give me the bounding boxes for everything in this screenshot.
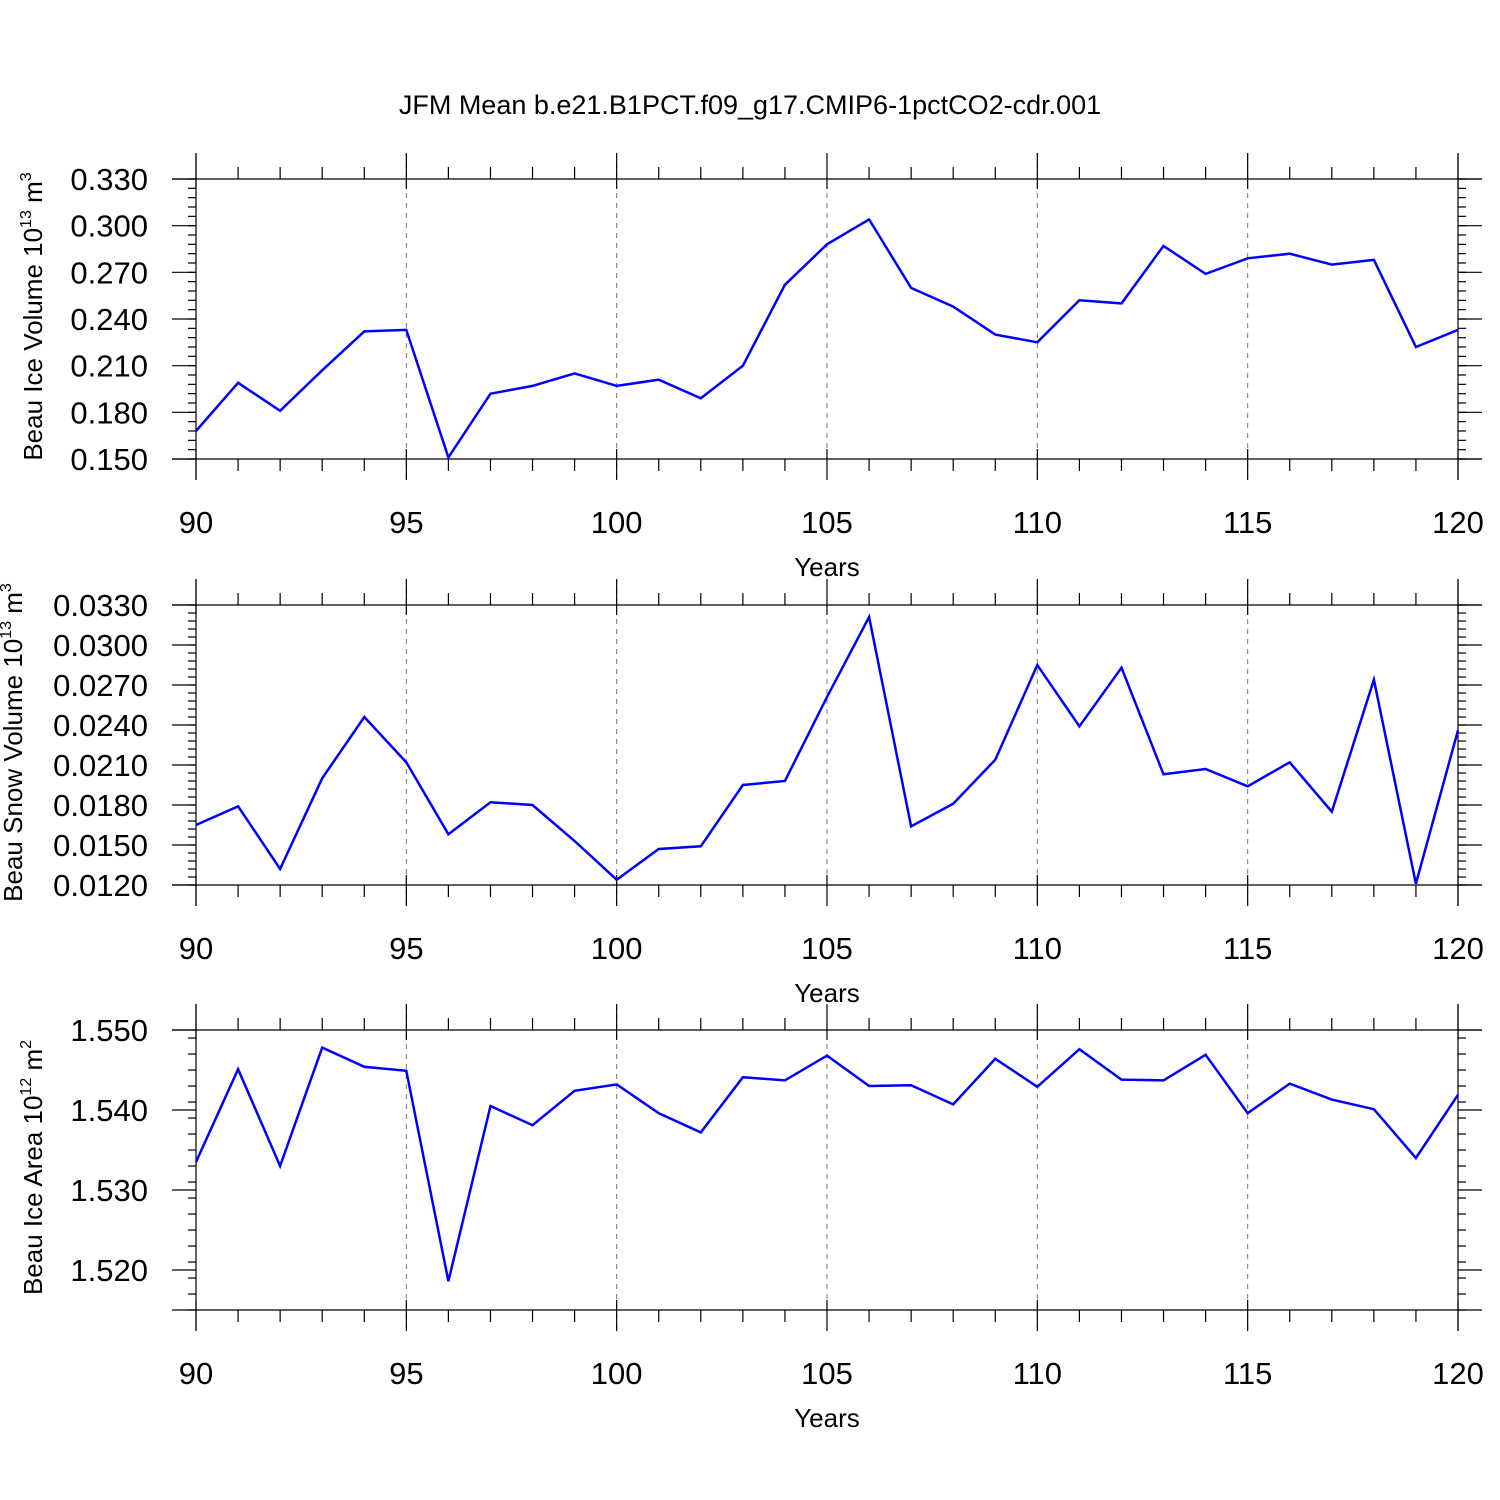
ytick-label: 0.210 [70,349,148,384]
y-axis-label-unit: m [18,1049,48,1078]
y-axis-label: Beau Ice Area 1012 m2 [18,1040,48,1295]
xtick-label: 90 [179,931,213,966]
y-axis-label-main: Beau Ice Volume 10 [18,228,48,461]
series-line-ice-volume [195,217,1459,461]
y-axis-label-exp: 12 [18,1078,35,1096]
xtick-label: 115 [1223,505,1272,540]
series-line-snow-volume [195,613,1460,885]
ytick-label: 0.270 [70,255,148,290]
panel-ice-volume: 90 95 100 105 110 115 120 0.150 0.180 0.210 0.240 0… [18,153,1484,582]
xtick-label: 110 [1013,505,1062,540]
y-axis-label-unit: m [18,181,48,210]
xtick-label: 95 [389,1356,423,1391]
figure-title: JFM Mean b.e21.B1PCT.f09_g17.CMIP6-1pctC… [399,90,1101,120]
y-axis-label-exp: 13 [0,621,15,639]
xtick-label: 110 [1013,1356,1062,1391]
y-axis-label-unit-exp: 2 [18,1040,35,1049]
ytick-label: 1.540 [70,1093,148,1128]
panels: 90 95 100 105 110 115 120 0.150 0.180 0.210 0.240 0… [0,153,1484,1433]
ytick-label: 0.0120 [53,868,148,903]
ytick-label: 0.0210 [53,748,148,783]
ytick-label: 0.0270 [53,668,148,703]
xtick-label: 120 [1432,931,1484,966]
x-axis-label: Years [794,552,860,582]
xtick-label: 115 [1223,1356,1272,1391]
ytick-label: 0.180 [70,395,148,430]
y-axis-label: Beau Ice Volume 1013 m3 [18,172,48,460]
ytick-label: 0.0330 [53,588,148,623]
y-axis-label-main: Beau Snow Volume 10 [0,639,28,902]
y-axis-label-unit: m [0,592,28,621]
xtick-label: 105 [801,931,853,966]
y-axis-label-exp: 13 [18,210,35,228]
y-axis-label-unit-exp: 3 [18,172,35,181]
ytick-label: 0.240 [70,302,148,337]
y-axis-label-unit-exp: 3 [0,583,15,592]
panel-snow-volume: 90 95 100 105 110 115 120 0.0120 0.0150 0.0180 0.0… [0,579,1484,1008]
x-axis-label: Years [794,1403,860,1433]
ytick-label: 1.550 [70,1013,148,1048]
panel-ice-area: 90 95 100 105 110 115 120 1.520 1.530 1.540 1.550 Y… [18,1004,1484,1433]
xtick-label: 95 [389,931,423,966]
xtick-label: 95 [389,505,423,540]
xtick-label: 110 [1013,931,1062,966]
ytick-label: 1.520 [70,1253,148,1288]
xtick-label: 120 [1432,505,1484,540]
ytick-label: 0.0150 [53,828,148,863]
y-axis-label: Beau Snow Volume 1013 m3 [0,583,28,902]
xtick-label: 90 [179,1356,213,1391]
xtick-label: 105 [801,505,853,540]
ytick-label: 0.0240 [53,708,148,743]
ytick-label: 0.0180 [53,788,148,823]
ytick-label: 0.0300 [53,628,148,663]
xtick-label: 90 [179,505,213,540]
ytick-label: 0.330 [70,162,148,197]
xtick-label: 100 [591,1356,643,1391]
xtick-label: 100 [591,931,643,966]
y-axis-label-main: Beau Ice Area 10 [18,1096,48,1295]
ytick-label: 0.300 [70,209,148,244]
xtick-label: 100 [591,505,643,540]
x-axis-label: Years [794,978,860,1008]
xtick-label: 120 [1432,1356,1484,1391]
xtick-label: 115 [1223,931,1272,966]
series-line-ice-area [194,1045,1460,1282]
ytick-label: 1.530 [70,1173,148,1208]
ytick-label: 0.150 [70,442,148,477]
xtick-label: 105 [801,1356,853,1391]
